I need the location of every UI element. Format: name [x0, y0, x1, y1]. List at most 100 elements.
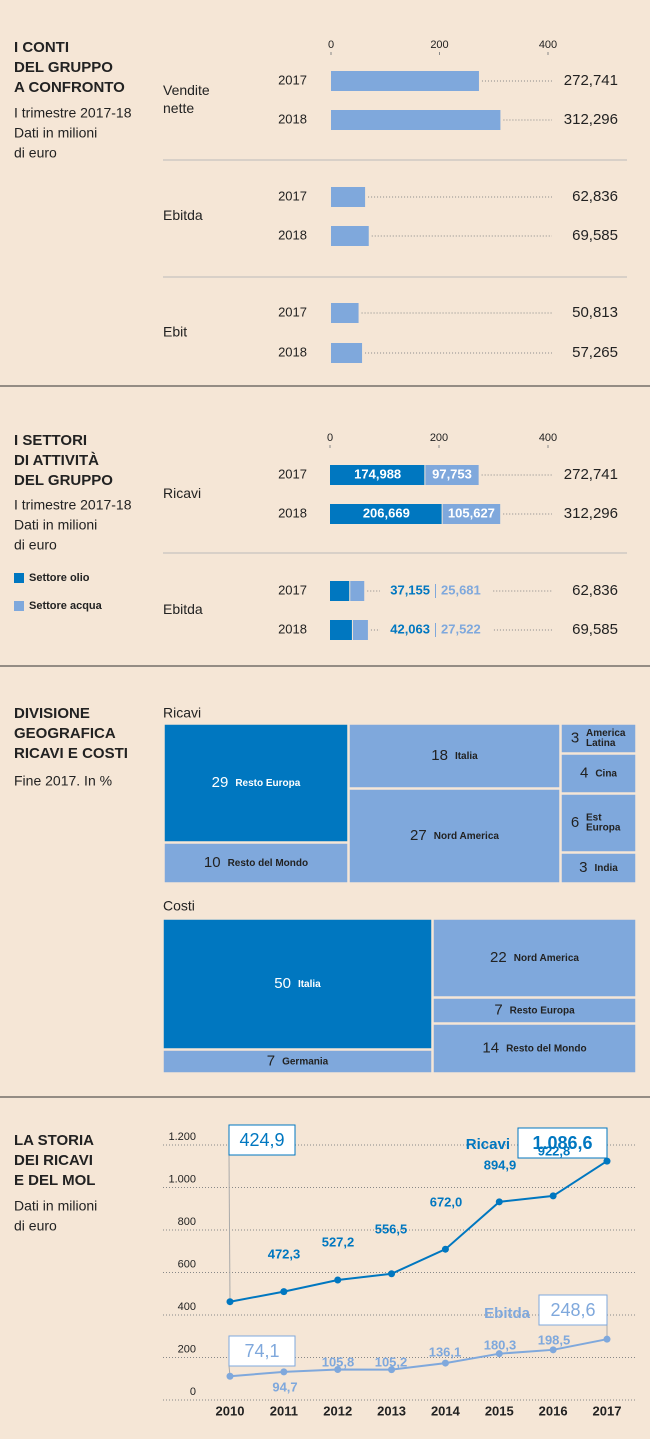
- value-label: 312,296: [564, 111, 618, 128]
- point: [226, 1372, 234, 1380]
- cell-label: 29 Resto Europa: [212, 774, 301, 791]
- cell-name: Resto del Mondo: [228, 858, 309, 869]
- section-subtitle: I trimestre 2017-18: [14, 497, 132, 513]
- segment-label: 42,063: [390, 621, 430, 636]
- point: [280, 1368, 288, 1376]
- y-tick-label: 400: [178, 1301, 196, 1313]
- point-label: 672,0: [430, 1194, 463, 1209]
- cell-name: Resto Europa: [510, 1005, 575, 1016]
- point: [603, 1335, 611, 1343]
- treemap-cell: [560, 723, 637, 754]
- bar-segment: [442, 504, 501, 524]
- segment-label: 97,753: [432, 466, 472, 481]
- bar-segment: [425, 465, 479, 485]
- section-title: DEL GRUPPO: [14, 59, 113, 76]
- cell-label: 3 India: [579, 859, 618, 876]
- treemap-cell: [432, 918, 637, 998]
- section-title: E DEL MOL: [14, 1172, 95, 1189]
- treemap-cell: [348, 723, 561, 789]
- callout-line: [228, 1154, 231, 1302]
- cell-value: 3: [579, 859, 587, 876]
- group-label: Vendite: [163, 82, 210, 98]
- point: [334, 1366, 342, 1374]
- section-subtitle: Dati in milioni: [14, 125, 97, 141]
- treemap-cell: [560, 753, 637, 794]
- cell-value: 6: [571, 814, 579, 831]
- bar-segment: [330, 620, 352, 640]
- section-title: A CONFRONTO: [14, 79, 125, 96]
- callout-label: 424,9: [239, 1130, 284, 1150]
- cell-name: Cina: [595, 768, 617, 779]
- callout-box: [517, 1127, 608, 1159]
- section-subtitle: di euro: [14, 1218, 57, 1234]
- year-label: 2017: [278, 304, 307, 319]
- point: [603, 1157, 611, 1165]
- cell-name: Nord America: [434, 831, 500, 842]
- value-label: 50,813: [572, 304, 618, 321]
- point-label: 922,8: [538, 1143, 571, 1158]
- total-label: 62,836: [572, 582, 618, 599]
- callout-box: [228, 1335, 296, 1367]
- point: [441, 1245, 449, 1253]
- cell-value: 7: [267, 1052, 275, 1069]
- year-label: 2018: [278, 111, 307, 126]
- cell-name: Italia: [455, 751, 478, 762]
- cell-name: America: [586, 728, 626, 739]
- year-label: 2017: [278, 188, 307, 203]
- cell-name: Resto del Mondo: [506, 1043, 587, 1054]
- x-tick-label: 2014: [431, 1403, 461, 1418]
- year-label: 2017: [278, 72, 307, 87]
- cell-name: India: [595, 863, 619, 874]
- map-title: Costi: [163, 898, 195, 914]
- point: [334, 1276, 342, 1284]
- cell-value: 22: [490, 949, 507, 966]
- value-label: 272,741: [564, 72, 618, 89]
- cell-value: 10: [204, 854, 221, 871]
- point-label: 94,7: [272, 1379, 297, 1394]
- cell-label: 27 Nord America: [410, 827, 499, 844]
- cell-label: 22 Nord America: [490, 949, 579, 966]
- y-tick-label: 800: [178, 1216, 196, 1228]
- year-label: 2018: [278, 505, 307, 520]
- year-label: 2018: [278, 344, 307, 359]
- group-label: nette: [163, 100, 194, 116]
- point: [549, 1346, 557, 1354]
- x-tick-label: 2017: [593, 1403, 622, 1418]
- treemap-cell: [560, 852, 637, 884]
- bar: [331, 343, 363, 363]
- bar: [331, 71, 479, 91]
- section-title: DEI RICAVI: [14, 1152, 93, 1169]
- point-label: 136,1: [429, 1344, 462, 1359]
- point-label: 198,5: [538, 1332, 571, 1347]
- section-subtitle: di euro: [14, 537, 57, 553]
- x-tick-label: 0: [327, 432, 333, 444]
- section-title: DIVISIONE: [14, 705, 90, 722]
- cell-name: Latina: [586, 738, 616, 749]
- cell-value: 3: [571, 729, 579, 746]
- cell-name: Germania: [282, 1056, 329, 1067]
- bar: [331, 187, 366, 207]
- group-label: Ricavi: [163, 485, 201, 501]
- value-label: 57,265: [572, 344, 618, 361]
- cell-value: 14: [482, 1039, 499, 1056]
- x-tick-label: 2016: [539, 1403, 568, 1418]
- value-label: 62,836: [572, 188, 618, 205]
- total-label: 312,296: [564, 505, 618, 522]
- x-tick-label: 2015: [485, 1403, 514, 1418]
- section-subtitle: Fine 2017. In %: [14, 773, 112, 789]
- x-tick-label: 400: [539, 432, 557, 444]
- cell-label: 7 Germania: [267, 1052, 329, 1069]
- cell-label: 14 Resto del Mondo: [482, 1039, 586, 1056]
- x-tick-label: 0: [328, 39, 334, 51]
- segment-label: 27,522: [441, 621, 481, 636]
- point: [388, 1270, 396, 1278]
- cell-name: Europa: [586, 823, 621, 834]
- cell-label: 50 Italia: [274, 975, 321, 992]
- point: [549, 1192, 557, 1200]
- cell-value: 7: [494, 1001, 502, 1018]
- callout-label: 1.086,6: [532, 1133, 592, 1153]
- bar-segment: [330, 465, 425, 485]
- section-subtitle: di euro: [14, 145, 57, 161]
- x-tick-label: 2012: [323, 1403, 352, 1418]
